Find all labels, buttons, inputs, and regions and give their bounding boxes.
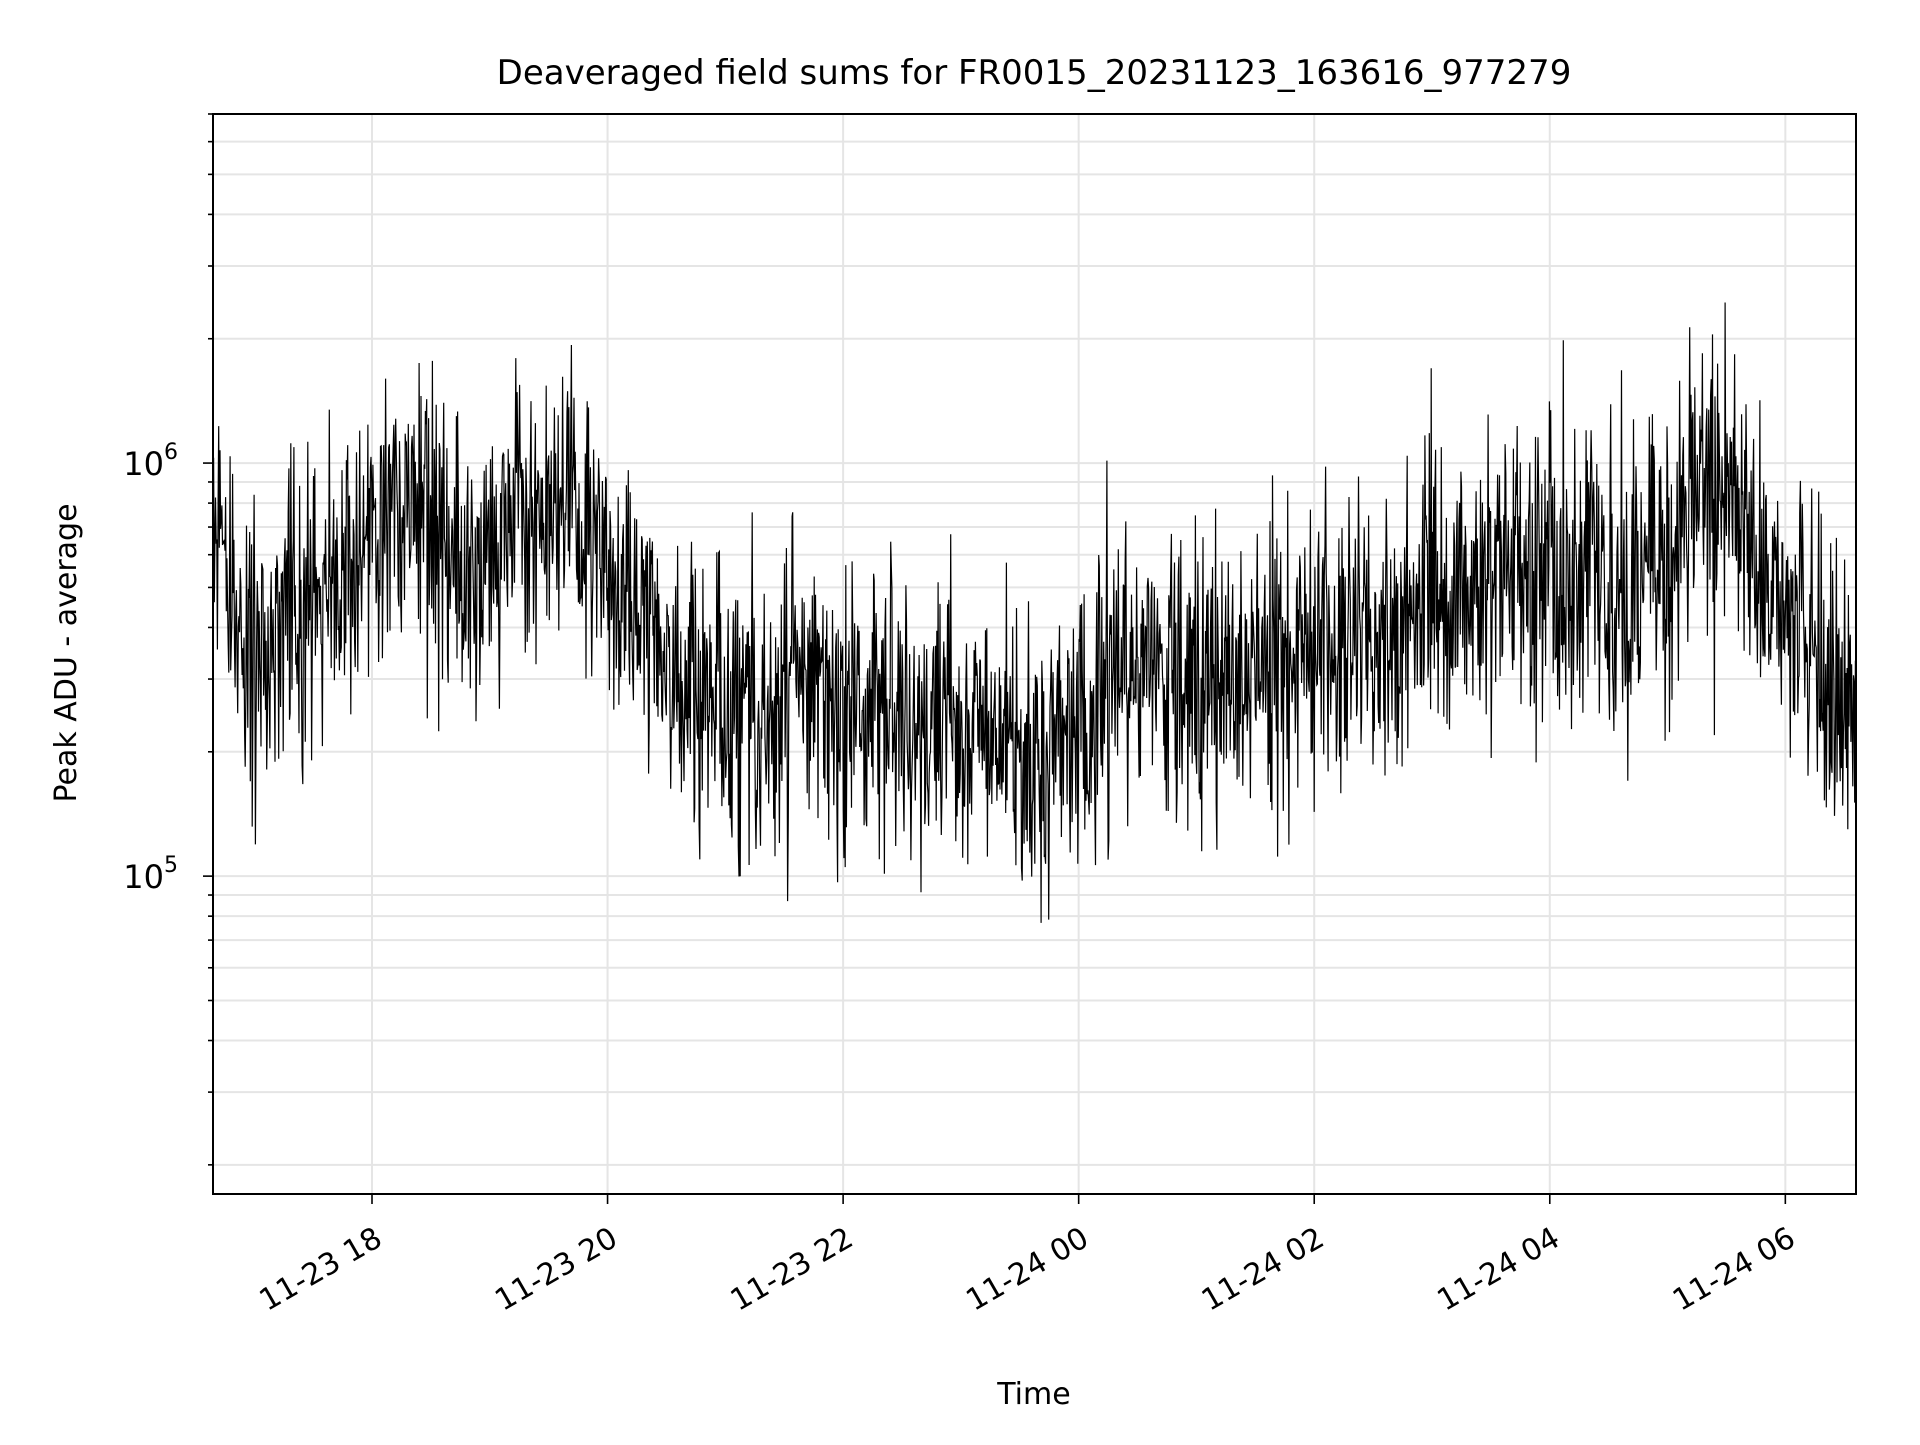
series-line bbox=[213, 302, 1856, 923]
plot-area bbox=[213, 302, 1856, 923]
y-tick-label: 105 bbox=[123, 853, 178, 896]
y-axis-label: Peak ADU - average bbox=[49, 503, 84, 802]
plot-frame bbox=[212, 113, 1857, 1195]
y-tick-label: 106 bbox=[123, 440, 178, 483]
x-axis-label: Time bbox=[996, 1377, 1070, 1412]
chart-title: Deaveraged field sums for FR0015_2023112… bbox=[497, 53, 1572, 93]
